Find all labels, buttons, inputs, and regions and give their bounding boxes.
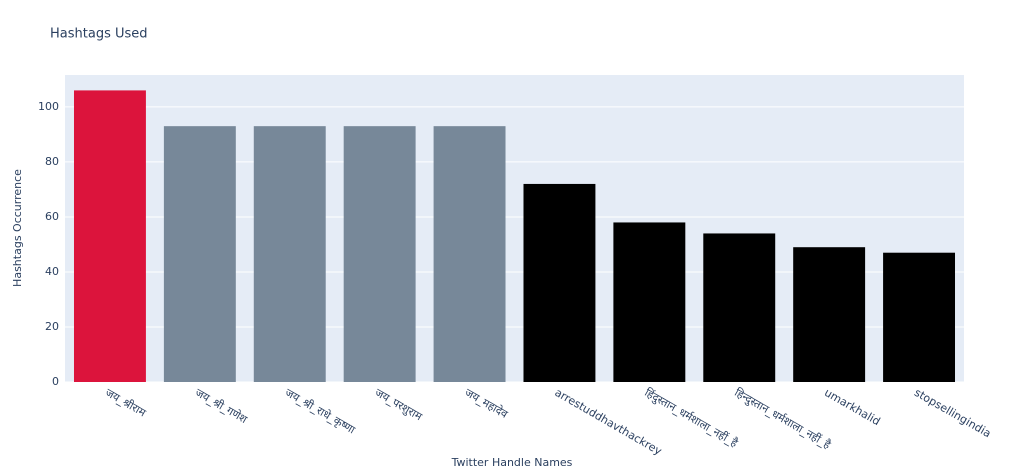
x-axis-title: Twitter Handle Names bbox=[451, 456, 573, 469]
bar bbox=[163, 126, 236, 383]
x-tick-label: जय_परशुराम bbox=[373, 386, 425, 424]
bar bbox=[73, 90, 146, 382]
y-tick-label: 80 bbox=[45, 155, 59, 168]
x-tick-label: जय_श्रीराम bbox=[103, 386, 148, 420]
x-tick-label: stopsellingindia bbox=[912, 386, 993, 440]
bar bbox=[343, 126, 416, 383]
x-tick-label: जय_श्री_गणेश bbox=[193, 386, 250, 426]
bar bbox=[433, 126, 506, 383]
y-tick-label: 100 bbox=[38, 100, 59, 113]
bar bbox=[883, 252, 956, 382]
bar bbox=[613, 222, 686, 382]
y-tick-label: 60 bbox=[45, 210, 59, 223]
x-tick-label: जय_महादेव bbox=[463, 386, 511, 421]
y-tick-label: 20 bbox=[45, 320, 59, 333]
y-tick-label: 0 bbox=[52, 375, 59, 388]
x-tick-label: हिन्दुस्तान_धर्मशाला_नहीं_है bbox=[732, 386, 833, 452]
y-tick-label: 40 bbox=[45, 265, 59, 278]
bar bbox=[793, 247, 866, 382]
bar bbox=[253, 126, 326, 383]
bar bbox=[523, 183, 596, 382]
x-tick-label: जय_श्री_राधे_कृष्णा bbox=[283, 386, 358, 437]
x-tick-label: umarkhalid bbox=[822, 386, 882, 428]
chart-title: Hashtags Used bbox=[50, 27, 148, 42]
y-axis-title: Hashtags Occurrence bbox=[11, 169, 24, 287]
bar bbox=[703, 233, 776, 382]
x-tick-label: हिंदुस्तान_धर्मशाला_नहीं_है bbox=[642, 386, 740, 451]
